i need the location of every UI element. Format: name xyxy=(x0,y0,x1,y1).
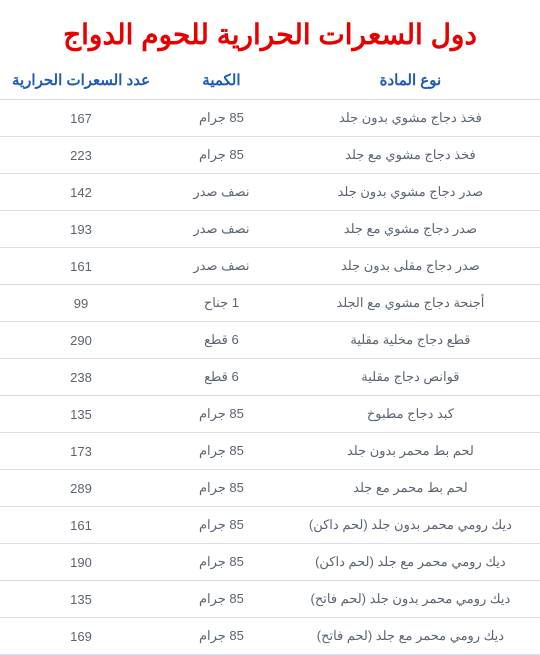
cell-calories: 161 xyxy=(0,248,162,285)
cell-calories: 99 xyxy=(0,285,162,322)
cell-calories: 223 xyxy=(0,137,162,174)
table-row: لحم بط محمر مع جلد85 جرام289 xyxy=(0,470,540,507)
cell-calories: 142 xyxy=(0,174,162,211)
cell-qty: 85 جرام xyxy=(162,544,281,581)
cell-calories: 169 xyxy=(0,618,162,655)
cell-material: ديك رومي محمر مع جلد (لحم داكن) xyxy=(281,544,540,581)
cell-calories: 238 xyxy=(0,359,162,396)
table-row: ديك رومي محمر بدون جلد (لحم داكن)85 جرام… xyxy=(0,507,540,544)
table-row: قوانص دجاج مقلية6 قطع238 xyxy=(0,359,540,396)
cell-qty: نصف صدر xyxy=(162,211,281,248)
cell-material: لحم بط محمر مع جلد xyxy=(281,470,540,507)
cell-qty: 85 جرام xyxy=(162,100,281,137)
cell-calories: 173 xyxy=(0,433,162,470)
cell-qty: 6 قطع xyxy=(162,359,281,396)
cell-material: ديك رومي محمر بدون جلد (لحم فاتح) xyxy=(281,581,540,618)
cell-calories: 289 xyxy=(0,470,162,507)
cell-calories: 290 xyxy=(0,322,162,359)
table-row: فخذ دجاج مشوي مع جلد85 جرام223 xyxy=(0,137,540,174)
cell-qty: 1 جناح xyxy=(162,285,281,322)
cell-material: فخذ دجاج مشوي مع جلد xyxy=(281,137,540,174)
table-row: صدر دجاج مقلى بدون جلدنصف صدر161 xyxy=(0,248,540,285)
table-row: صدر دجاج مشوي مع جلدنصف صدر193 xyxy=(0,211,540,248)
cell-qty: 85 جرام xyxy=(162,396,281,433)
cell-qty: 85 جرام xyxy=(162,470,281,507)
cell-material: صدر دجاج مشوي بدون جلد xyxy=(281,174,540,211)
table-row: صدر دجاج مشوي بدون جلدنصف صدر142 xyxy=(0,174,540,211)
table-row: قطع دجاج مخلية مقلية6 قطع290 xyxy=(0,322,540,359)
cell-material: قوانص دجاج مقلية xyxy=(281,359,540,396)
cell-material: صدر دجاج مشوي مع جلد xyxy=(281,211,540,248)
cell-qty: 85 جرام xyxy=(162,433,281,470)
cell-material: كبد دجاج مطبوخ xyxy=(281,396,540,433)
cell-qty: 85 جرام xyxy=(162,618,281,655)
cell-calories: 135 xyxy=(0,396,162,433)
table-row: ديك رومي محمر مع جلد (لحم فاتح)85 جرام16… xyxy=(0,618,540,655)
cell-calories: 190 xyxy=(0,544,162,581)
table-row: أجنحة دجاج مشوي مع الجلد1 جناح99 xyxy=(0,285,540,322)
cell-qty: 85 جرام xyxy=(162,137,281,174)
cell-material: قطع دجاج مخلية مقلية xyxy=(281,322,540,359)
cell-material: ديك رومي محمر مع جلد (لحم فاتح) xyxy=(281,618,540,655)
cell-material: صدر دجاج مقلى بدون جلد xyxy=(281,248,540,285)
cell-material: أجنحة دجاج مشوي مع الجلد xyxy=(281,285,540,322)
cell-material: فخذ دجاج مشوي بدون جلد xyxy=(281,100,540,137)
calories-table: نوع المادة الكمية عدد السعرات الحرارية ف… xyxy=(0,61,540,655)
cell-qty: 6 قطع xyxy=(162,322,281,359)
cell-material: لحم بط محمر بدون جلد xyxy=(281,433,540,470)
cell-qty: نصف صدر xyxy=(162,174,281,211)
table-row: فخذ دجاج مشوي بدون جلد85 جرام167 xyxy=(0,100,540,137)
cell-qty: 85 جرام xyxy=(162,507,281,544)
table-header-row: نوع المادة الكمية عدد السعرات الحرارية xyxy=(0,61,540,100)
col-qty: الكمية xyxy=(162,61,281,100)
table-row: ديك رومي محمر مع جلد (لحم داكن)85 جرام19… xyxy=(0,544,540,581)
table-row: كبد دجاج مطبوخ85 جرام135 xyxy=(0,396,540,433)
cell-qty: 85 جرام xyxy=(162,581,281,618)
col-material: نوع المادة xyxy=(281,61,540,100)
cell-material: ديك رومي محمر بدون جلد (لحم داكن) xyxy=(281,507,540,544)
cell-calories: 161 xyxy=(0,507,162,544)
cell-calories: 167 xyxy=(0,100,162,137)
page-title: دول السعرات الحرارية للحوم الدواج xyxy=(0,0,540,61)
cell-calories: 135 xyxy=(0,581,162,618)
table-row: لحم بط محمر بدون جلد85 جرام173 xyxy=(0,433,540,470)
col-calories: عدد السعرات الحرارية xyxy=(0,61,162,100)
cell-calories: 193 xyxy=(0,211,162,248)
cell-qty: نصف صدر xyxy=(162,248,281,285)
table-row: ديك رومي محمر بدون جلد (لحم فاتح)85 جرام… xyxy=(0,581,540,618)
